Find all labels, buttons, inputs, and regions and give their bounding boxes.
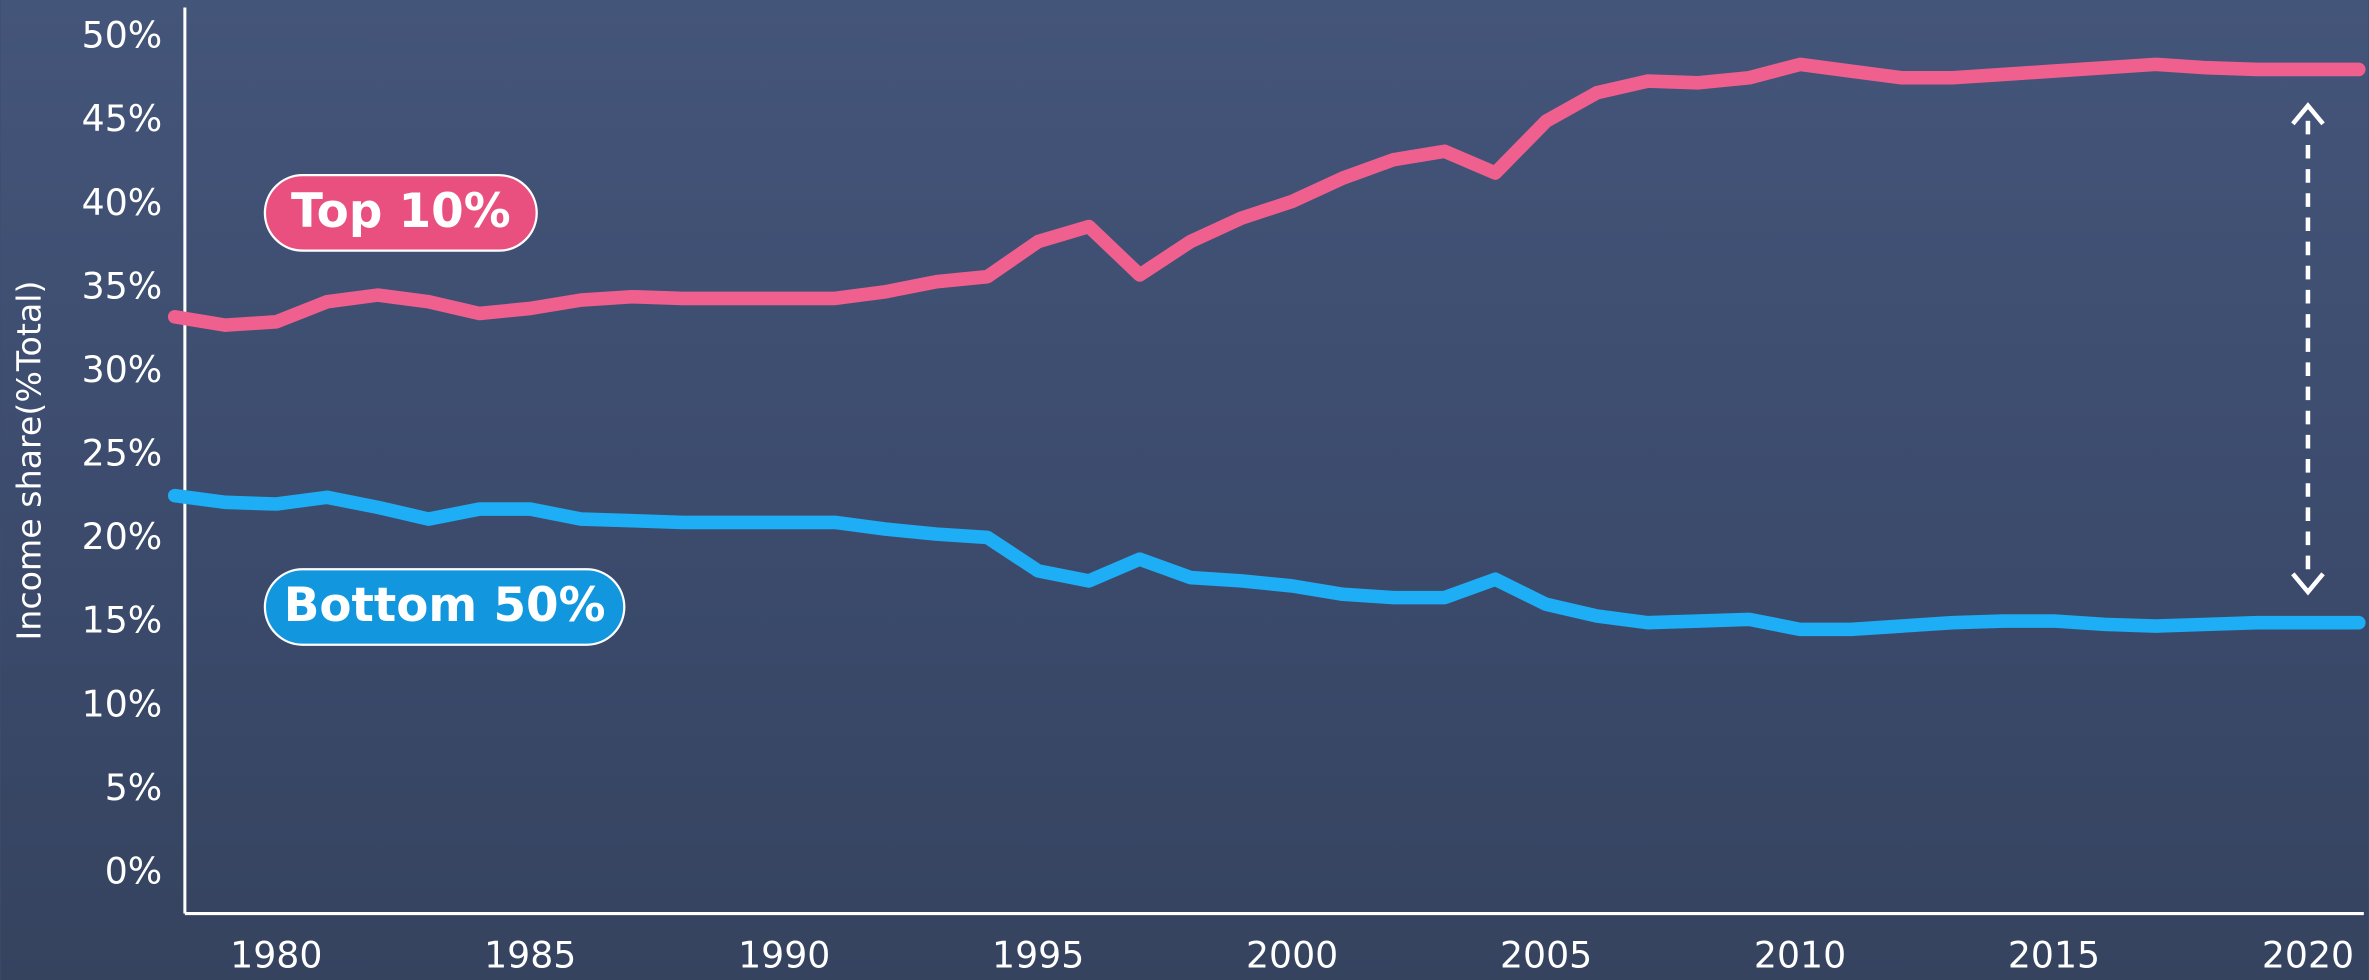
y-tick-label: 40% <box>82 181 163 224</box>
x-tick-label: 2005 <box>1500 933 1592 976</box>
y-tick-label: 45% <box>82 97 163 140</box>
x-tick-label: 1980 <box>230 933 322 976</box>
y-tick-label: 15% <box>82 599 163 642</box>
legend-label: Top 10% <box>291 185 511 239</box>
y-tick-label: 5% <box>105 766 162 809</box>
x-tick-label: 2000 <box>1246 933 1338 976</box>
x-tick-label: 1985 <box>484 933 576 976</box>
x-tick-label: 1990 <box>738 933 830 976</box>
y-tick-label: 25% <box>82 432 163 475</box>
x-tick-label: 1995 <box>992 933 1084 976</box>
y-tick-label: 10% <box>82 682 163 725</box>
legend-pill <box>263 174 538 252</box>
y-tick-label: 20% <box>82 515 163 558</box>
legend-pill <box>263 568 626 646</box>
arrow-head <box>2291 102 2325 126</box>
series-line <box>167 57 2366 332</box>
plot: 0% 5% 10% 15% 20% 25% 30% 35% 40% 45% 50% 1980 1985 1… <box>82 7 2366 976</box>
arrow-head <box>2291 572 2325 596</box>
x-tick-label: 2015 <box>2008 933 2100 976</box>
legend-label: Bottom 50% <box>284 579 606 633</box>
y-tick-label: 30% <box>82 348 163 391</box>
x-tick-label: 2020 <box>2262 933 2354 976</box>
series-line <box>167 488 2366 637</box>
y-tick-label: 50% <box>82 14 163 57</box>
x-tick-label: 2010 <box>1754 933 1846 976</box>
y-axis-label: Income share(%Total) <box>9 281 48 641</box>
y-tick-label: 0% <box>105 849 162 892</box>
y-tick-label: 35% <box>82 264 163 307</box>
